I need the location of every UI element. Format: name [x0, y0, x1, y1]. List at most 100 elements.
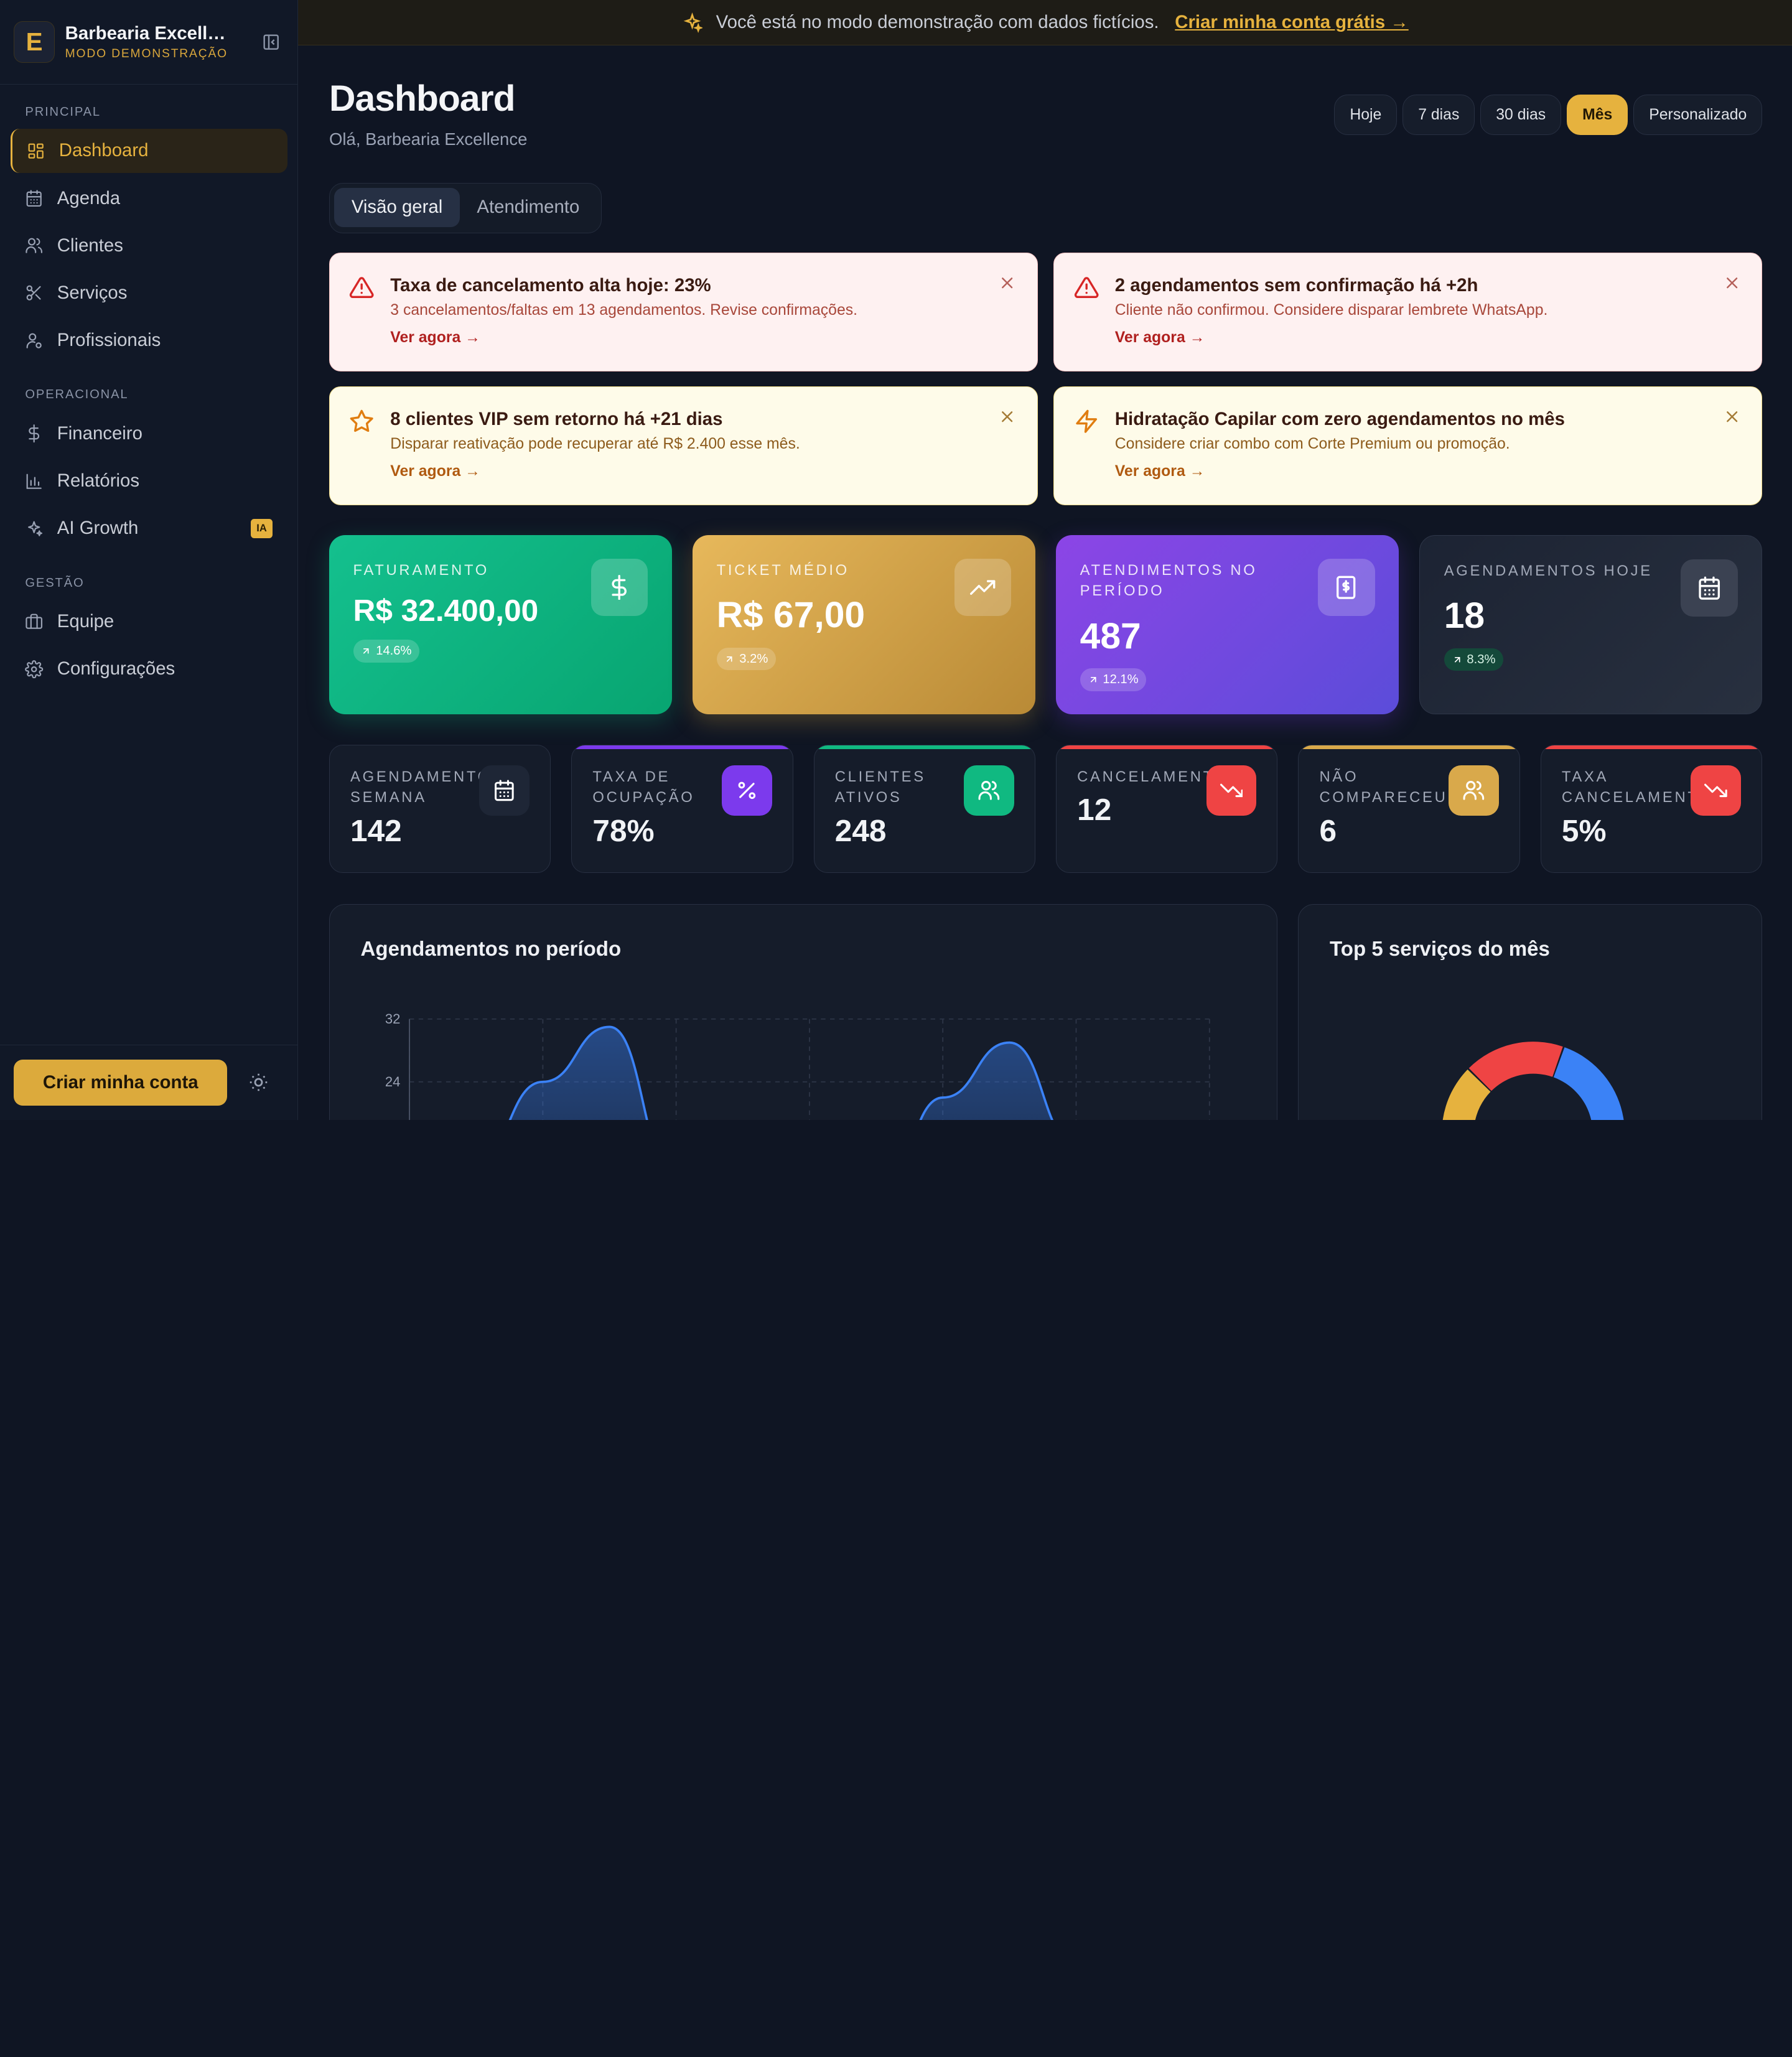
sidebar-item-configura-es[interactable]: Configurações [11, 647, 287, 692]
range-button[interactable]: Hoje [1334, 95, 1398, 135]
sidebar-item-label: AI Growth [57, 518, 139, 539]
stat-label: TAXA DE OCUPAÇÃO [592, 768, 695, 806]
percent-icon [738, 781, 755, 799]
sidebar-item-profissionais[interactable]: Profissionais [11, 318, 287, 363]
arrow-up-right-icon [1454, 656, 1460, 663]
alert-action-link[interactable]: Ver agora → [1114, 329, 1205, 347]
sidebar-nav: PRINCIPAL Dashboard Agenda Clientes Serviços… [0, 85, 297, 1120]
alert-card: Taxa de cancelamento alta hoje: 23% 3 can… [329, 252, 1038, 371]
star-icon [349, 409, 374, 434]
stat-value: 5% [1561, 813, 1607, 848]
stat-icon-box [1206, 765, 1257, 816]
bolt-icon [1074, 409, 1099, 434]
nav-section-title: PRINCIPAL [25, 105, 101, 119]
stat-label: NÃO COMPARECEU [1319, 768, 1448, 806]
top-services-title: Top 5 serviços do mês [1330, 938, 1550, 961]
close-icon [1002, 411, 1013, 422]
dollar-icon [612, 574, 627, 600]
sidebar-item-relat-rios[interactable]: Relatórios [11, 459, 287, 503]
tab-overview[interactable]: Visão geral [334, 188, 460, 227]
alert-action-link[interactable]: Ver agora → [1114, 463, 1205, 480]
alert-description: Cliente não confirmou. Considere dispara… [1114, 301, 1548, 319]
kpi-value: R$ 32.400,00 [353, 592, 539, 628]
alert-title: Hidratação Capilar com zero agendamentos… [1114, 408, 1565, 429]
stat-icon-box [721, 765, 772, 816]
briefcase-icon [26, 613, 43, 630]
bolt-icon [1076, 409, 1097, 433]
sidebar-item-financeiro[interactable]: Financeiro [11, 411, 287, 456]
stat-accent-bar [1541, 745, 1762, 749]
kpi-value: 487 [1080, 615, 1141, 656]
sidebar-item-equipe[interactable]: Equipe [11, 599, 287, 644]
chart-panels: Agendamentos no período 24 32 Top 5 servi… [329, 903, 1763, 1120]
create-account-button[interactable]: Criar minha conta [14, 1060, 228, 1106]
alert-description: Considere criar combo com Corte Premium … [1114, 435, 1510, 452]
alert-action-link[interactable]: Ver agora → [390, 463, 480, 480]
appointments-chart-panel: Agendamentos no período 24 32 [329, 903, 1278, 1120]
kpi-icon-box [954, 559, 1012, 616]
stat-card: CLIENTES ATIVOS 248 [813, 745, 1036, 874]
stat-label: CLIENTES ATIVOS [834, 768, 926, 806]
dollar-icon [29, 424, 40, 443]
sidebar-item-label: Financeiro [57, 422, 142, 444]
range-button[interactable]: 7 dias [1402, 95, 1475, 135]
kpi-value: 18 [1444, 595, 1485, 637]
donut-slice[interactable] [1553, 1047, 1625, 1120]
sidebar-item-label: Profissionais [57, 330, 161, 351]
sidebar-item-ai-growth[interactable]: AI Growth IA [11, 506, 287, 551]
close-icon[interactable] [1723, 408, 1741, 426]
close-icon [1726, 411, 1738, 422]
stat-value: 142 [350, 813, 402, 848]
sidebar-item-clientes[interactable]: Clientes [11, 223, 287, 268]
gear-icon [25, 660, 44, 678]
arrow-up-right-icon [363, 648, 369, 654]
y-tick-label: 24 [385, 1074, 401, 1089]
tab-service[interactable]: Atendimento [477, 197, 580, 218]
y-tick-label: 32 [385, 1011, 401, 1027]
sidebar-item-servi-os[interactable]: Serviços [11, 271, 287, 315]
stat-accent-bar [329, 745, 551, 749]
series-line [508, 1025, 1054, 1120]
users-icon [1463, 780, 1485, 800]
kpi-delta-value: 8.3% [1467, 652, 1496, 666]
trend-up-icon [970, 580, 996, 595]
kpi-delta-badge: 14.6% [353, 640, 420, 663]
kpi-card: ATENDIMENTOS NO PERÍODO 487 12.1% [1056, 534, 1399, 714]
range-button[interactable]: Mês [1567, 95, 1628, 135]
dashboard-icon [28, 143, 44, 159]
top-services-donut [1442, 1042, 1625, 1120]
sidebar-item-label: Serviços [57, 282, 128, 304]
donut-slice[interactable] [1468, 1042, 1563, 1091]
page-header: Dashboard Olá, Barbearia Excellence Hoje… [329, 78, 1763, 153]
stat-card: CANCELAMENTOS 12 [1056, 745, 1278, 874]
kpi-label: FATURAMENTO [353, 561, 489, 579]
kpi-icon-box [1317, 559, 1375, 616]
stat-icon-box [1691, 765, 1742, 816]
range-button[interactable]: Personalizado [1633, 95, 1763, 135]
sidebar-item-label: Equipe [57, 611, 114, 632]
close-icon[interactable] [998, 408, 1016, 426]
sun-icon[interactable] [248, 1072, 269, 1093]
appointments-chart-title: Agendamentos no período [360, 938, 622, 961]
date-range-selector: Hoje 7 dias 30 dias Mês Personalizado [1334, 95, 1763, 153]
warning-icon [1074, 277, 1099, 298]
close-icon[interactable] [998, 274, 1016, 292]
main-content: Você está no modo demonstração com dados… [298, 0, 1792, 1120]
kpi-delta-badge: 3.2% [716, 647, 777, 671]
brand-name: Barbearia Excellence [65, 22, 235, 44]
alert-title: 2 agendamentos sem confirmação há +2h [1114, 274, 1478, 296]
collapse-sidebar-icon[interactable] [259, 29, 284, 54]
sparkles-icon [683, 12, 702, 33]
demo-signup-link[interactable]: Criar minha conta grátis → [1175, 12, 1409, 33]
donut-slice[interactable] [1442, 1069, 1491, 1120]
alert-action-link[interactable]: Ver agora → [390, 329, 480, 347]
stat-card: TAXA DE OCUPAÇÃO 78% [571, 745, 793, 874]
stat-cards: AGENDAMENTOS SEMANA 142 TAXA DE OCUPAÇÃO 78… [329, 745, 1763, 874]
range-button[interactable]: 30 dias [1480, 95, 1562, 135]
close-icon[interactable] [1723, 274, 1741, 292]
sidebar-item-dashboard[interactable]: Dashboard [10, 128, 287, 174]
stat-value: 78% [592, 813, 655, 848]
sidebar-item-agenda[interactable]: Agenda [11, 176, 287, 221]
demo-banner-text: Você está no modo demonstração com dados… [716, 12, 1159, 33]
alert-title: Taxa de cancelamento alta hoje: 23% [390, 274, 711, 296]
